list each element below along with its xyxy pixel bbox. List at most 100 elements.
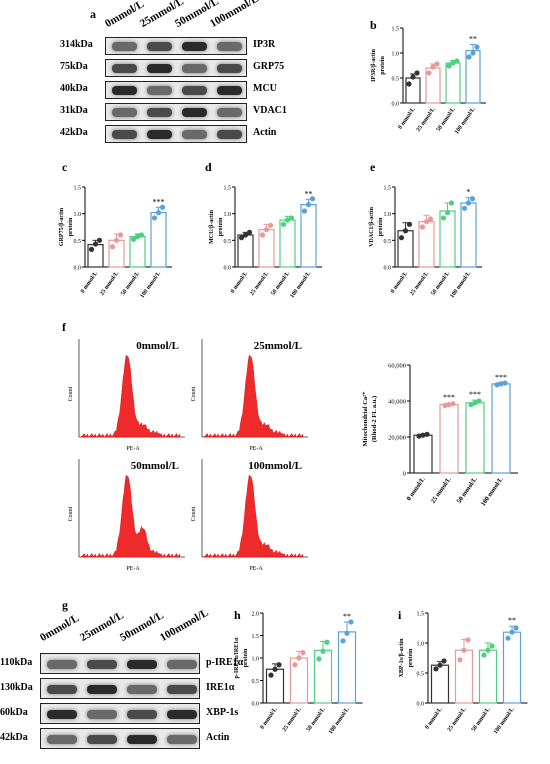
blot-strip — [105, 103, 247, 121]
data-point — [92, 241, 99, 247]
category-label: 50 mmol/L — [430, 271, 451, 297]
data-point — [416, 433, 422, 439]
data-point — [134, 234, 141, 240]
western-blot-a: 0mmol/L 25mmol/L 50mmol/L 100mmol/L 314kDa IP… — [0, 0, 300, 150]
data-point — [494, 382, 500, 388]
bar-chart-b: 0.0 0.5 1.0 1.5 0 mmol/L 25 mmol/L 50 mmol/L **… — [371, 27, 486, 135]
protein-band — [182, 86, 207, 95]
data-point — [469, 196, 476, 202]
bar — [150, 211, 167, 268]
data-point — [410, 74, 416, 80]
kda-label: 314kDa — [60, 39, 93, 50]
y-tick-label: 20,000 — [388, 435, 406, 442]
protein-band — [127, 659, 157, 669]
y-tick-label: 0.0 — [74, 266, 82, 272]
data-point — [442, 402, 448, 409]
data-point — [481, 652, 487, 658]
data-point — [465, 637, 471, 643]
data-point — [505, 635, 511, 641]
data-point — [344, 630, 350, 636]
protein-label: Actin — [253, 127, 277, 138]
y-axis-label-line2: protein — [378, 217, 384, 236]
protein-band — [87, 659, 117, 669]
data-point — [465, 200, 472, 206]
y-tick-label: 1.5 — [392, 27, 400, 33]
data-point — [440, 215, 447, 221]
data-point — [300, 650, 306, 656]
panel-label-e: e — [370, 160, 376, 174]
data-point — [130, 236, 137, 242]
y-tick-label: 40,000 — [388, 399, 406, 406]
y-tick-label: 1.5 — [224, 186, 232, 192]
data-point — [446, 402, 452, 408]
panel-label-c: c — [62, 160, 68, 174]
flow-title: 25mmol/L — [254, 340, 302, 352]
data-point — [433, 666, 439, 672]
flow-y-axis-label: Count — [191, 386, 197, 401]
category-label: 25 mmol/L — [409, 271, 430, 297]
data-point — [267, 222, 274, 228]
protein-label: IP3R — [253, 39, 276, 50]
flow-panel: 100mmol/L PE-A Count — [190, 455, 310, 573]
y-tick-label: 1.0 — [384, 212, 392, 218]
protein-band — [167, 659, 197, 669]
blot-strip — [105, 125, 247, 143]
protein-band — [147, 108, 172, 117]
protein-band — [182, 130, 207, 139]
data-point — [461, 647, 467, 653]
category-label: 100 mmol/L — [493, 707, 516, 736]
data-point — [246, 229, 253, 235]
blot-strip — [40, 703, 200, 724]
category-label: 0 mmol/L — [390, 271, 409, 295]
data-point — [320, 648, 326, 654]
category-label: 0 mmol/L — [230, 271, 249, 295]
significance-marker: ** — [305, 189, 313, 198]
data-point — [468, 402, 474, 408]
bar — [465, 402, 485, 474]
kda-label: 42kDa — [0, 731, 28, 743]
panel-label-h: h — [234, 608, 241, 622]
category-label: 50 mmol/L — [436, 107, 457, 133]
category-label: 25 mmol/L — [416, 107, 437, 133]
protein-band — [217, 64, 242, 73]
data-point — [498, 381, 504, 387]
protein-band — [167, 734, 197, 744]
category-label: 100 mmol/L — [140, 271, 163, 300]
protein-label: MCU — [253, 83, 277, 94]
blot-strip — [40, 728, 200, 749]
lane-header: 25mmol/L — [78, 609, 126, 644]
y-tick-label: 60,000 — [388, 363, 406, 370]
y-tick-label: 0.5 — [74, 239, 82, 245]
protein-label: Actin — [206, 731, 230, 743]
protein-band — [217, 130, 242, 139]
data-point — [502, 380, 508, 386]
category-label: 100 mmol/L — [290, 271, 313, 300]
y-axis-label-line2: protein — [408, 648, 414, 667]
lane-header: 0mmol/L — [103, 0, 147, 31]
data-point — [242, 232, 249, 238]
data-point — [427, 216, 434, 222]
data-point — [398, 235, 405, 241]
bar — [445, 62, 461, 104]
bar — [439, 403, 459, 474]
significance-marker: * — [467, 188, 471, 197]
category-label: 0 mmol/L — [424, 707, 443, 731]
y-axis-label: GRP75/β-actin — [59, 207, 65, 246]
data-point — [113, 237, 120, 243]
bar — [478, 649, 498, 704]
y-tick-label: 0.5 — [384, 239, 392, 245]
data-point — [284, 217, 291, 223]
panel-label-g: g — [62, 598, 68, 612]
protein-band — [112, 108, 137, 117]
data-point — [450, 60, 456, 66]
data-point — [88, 246, 95, 252]
y-axis-label-line2: protein — [243, 648, 249, 667]
y-axis-label: IP3R/β-actin — [371, 48, 377, 81]
protein-band — [217, 42, 242, 51]
data-point — [437, 662, 443, 668]
data-point — [263, 227, 270, 233]
category-label: 25 mmol/L — [99, 271, 120, 297]
flow-title: 0mmol/L — [136, 340, 179, 352]
data-point — [434, 61, 440, 67]
y-tick-label: 0.5 — [252, 679, 260, 685]
